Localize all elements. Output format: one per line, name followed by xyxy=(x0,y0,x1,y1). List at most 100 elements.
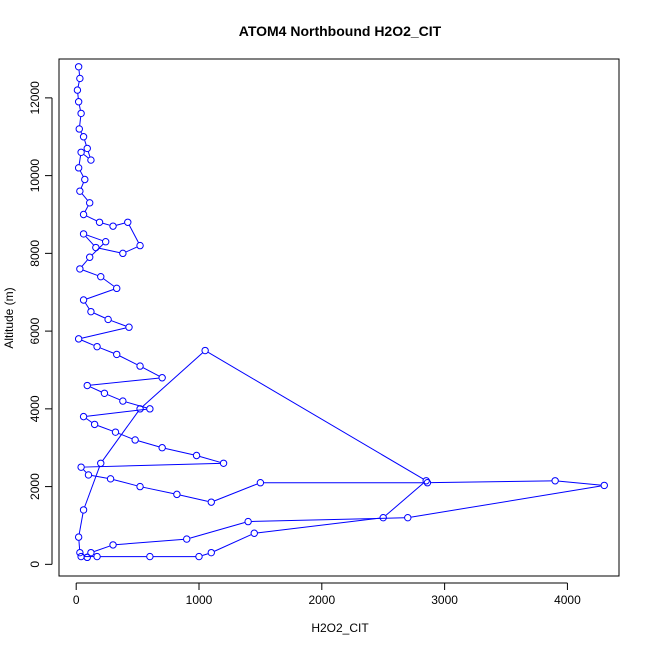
data-point xyxy=(119,249,127,258)
series-line-segment xyxy=(81,339,95,346)
data-point xyxy=(90,420,99,429)
series-line-segment xyxy=(97,425,113,432)
chart-title: ATOM4 Northbound H2O2_CIT xyxy=(239,23,442,39)
data-point xyxy=(97,459,105,467)
series-line-segment xyxy=(118,432,133,440)
x-axis-label: H2O2_CIT xyxy=(311,621,369,635)
y-tick-label: 0 xyxy=(28,561,42,568)
series-line-segment xyxy=(86,408,147,417)
series-line-segment xyxy=(85,236,94,246)
data-point xyxy=(136,482,144,491)
series-line-segment xyxy=(78,155,82,165)
data-point xyxy=(423,479,432,487)
data-point xyxy=(97,272,105,281)
series-line-segment xyxy=(83,154,89,159)
x-axis: 0 1000 2000 3000 4000 xyxy=(73,582,581,607)
series-line-segment xyxy=(257,517,380,534)
data-point xyxy=(379,513,387,522)
data-point xyxy=(551,477,559,485)
series-line-segment xyxy=(91,475,108,479)
data-point xyxy=(86,199,94,207)
data-point xyxy=(77,148,85,156)
data-point xyxy=(79,412,88,421)
series-line-segment xyxy=(90,377,159,386)
data-point xyxy=(74,63,83,71)
data-point xyxy=(104,315,112,324)
data-point xyxy=(81,175,89,184)
data-point xyxy=(146,405,154,413)
data-point xyxy=(600,481,608,490)
series-line-segment xyxy=(199,455,221,463)
data-point xyxy=(75,125,83,133)
data-point xyxy=(219,459,228,467)
plot-frame xyxy=(58,58,620,577)
data-point xyxy=(76,74,84,83)
series-line-segment xyxy=(107,394,120,401)
y-tick-label: 4000 xyxy=(28,395,42,422)
series-line-segment xyxy=(84,466,101,507)
series-line-segment xyxy=(81,327,126,339)
series-line-segment xyxy=(126,401,147,409)
series-line-segment xyxy=(202,553,209,556)
data-point xyxy=(93,552,101,561)
data-point xyxy=(136,362,144,370)
series-line-segment xyxy=(82,269,98,276)
series-line-segment xyxy=(207,351,424,480)
data-point xyxy=(109,222,117,230)
data-point xyxy=(79,230,88,238)
series-line-segment xyxy=(99,247,120,254)
data-point xyxy=(92,243,100,252)
data-point xyxy=(79,210,88,219)
series-line-segment xyxy=(79,170,84,177)
series-line-segment xyxy=(78,540,81,550)
data-point xyxy=(195,552,203,561)
series-line-segment xyxy=(103,278,115,287)
data-point xyxy=(125,323,133,331)
series-line-segment xyxy=(85,302,90,309)
data-point xyxy=(256,479,265,487)
data-point xyxy=(77,463,85,471)
data-point xyxy=(113,350,121,359)
data-point xyxy=(192,451,201,460)
data-point xyxy=(84,471,93,479)
data-point xyxy=(136,405,144,413)
data-point xyxy=(158,374,166,382)
data-point xyxy=(83,381,91,390)
data-point xyxy=(83,144,91,153)
x-tick-label: 1000 xyxy=(186,593,213,607)
data-point xyxy=(158,444,166,452)
series-line-segment xyxy=(189,522,245,539)
series-line-segment xyxy=(86,234,103,242)
data-point xyxy=(111,428,120,436)
y-tick-label: 8000 xyxy=(28,240,42,267)
series-line-segment xyxy=(214,534,252,552)
series-line-segment xyxy=(430,480,552,484)
data-point xyxy=(422,477,430,485)
data-point xyxy=(74,335,83,343)
series-line-segment xyxy=(83,469,87,473)
series-line-segment xyxy=(214,483,258,502)
data-point xyxy=(207,498,215,506)
series-line-segment xyxy=(385,482,424,516)
data-point xyxy=(73,86,82,94)
data-point xyxy=(136,241,144,250)
series-line-segment xyxy=(102,411,139,461)
series-line-segment xyxy=(100,347,114,354)
series-line-segment xyxy=(125,246,138,253)
data-point xyxy=(83,553,91,562)
series-line-segment xyxy=(90,386,102,393)
data-point xyxy=(74,98,83,106)
series-line-segment xyxy=(102,222,110,226)
series-line-segment xyxy=(79,116,82,126)
series-line-segment xyxy=(80,182,84,189)
x-tick-label: 3000 xyxy=(431,593,458,607)
data-point xyxy=(95,218,104,226)
data-series xyxy=(73,63,608,562)
series-line-segment xyxy=(81,259,88,267)
data-point xyxy=(77,109,85,118)
data-point xyxy=(87,156,95,164)
series-line-segment xyxy=(94,545,110,552)
data-point xyxy=(76,548,84,557)
y-tick-label: 2000 xyxy=(28,473,42,500)
series-line-segment xyxy=(119,355,138,365)
